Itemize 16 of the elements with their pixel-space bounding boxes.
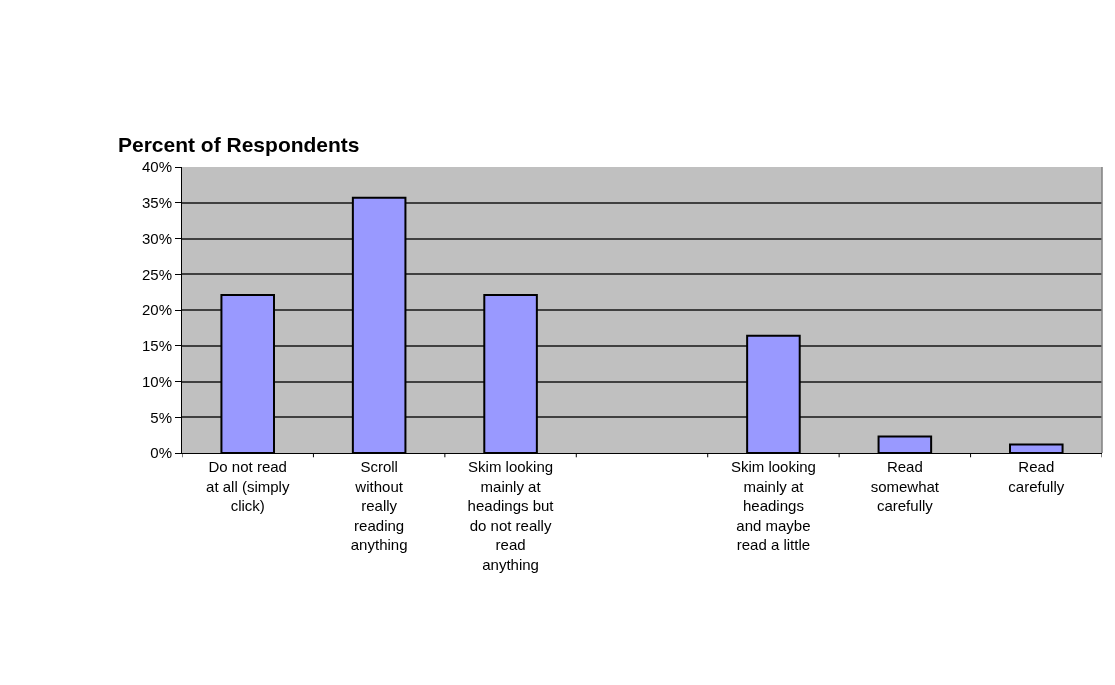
x-tick-label: Scroll without really reading anything <box>350 458 408 553</box>
y-tick-label: 5% <box>150 408 172 426</box>
x-tick-label: Read carefully <box>1008 458 1065 495</box>
y-tick-label: 0% <box>150 444 172 462</box>
x-tick-label: Read somewhat carefully <box>870 458 940 514</box>
y-tick-label: 40% <box>141 158 172 176</box>
x-tick-label: Skim looking mainly at headings and maybe read a little <box>730 458 816 553</box>
y-tick-label: 15% <box>141 337 172 354</box>
y-tick-label: 10% <box>141 372 172 390</box>
chart-title: Percent of Respondents <box>118 133 360 157</box>
y-tick-label: 20% <box>141 301 172 319</box>
x-tick-label: Do not read at all (simply click) <box>206 458 290 514</box>
x-tick-label: Skim looking mainly at headings but do not really read anything <box>467 458 555 573</box>
y-tick-label: 35% <box>141 194 172 211</box>
y-tick-label: 25% <box>141 265 172 283</box>
y-tick-label: 30% <box>141 229 172 247</box>
